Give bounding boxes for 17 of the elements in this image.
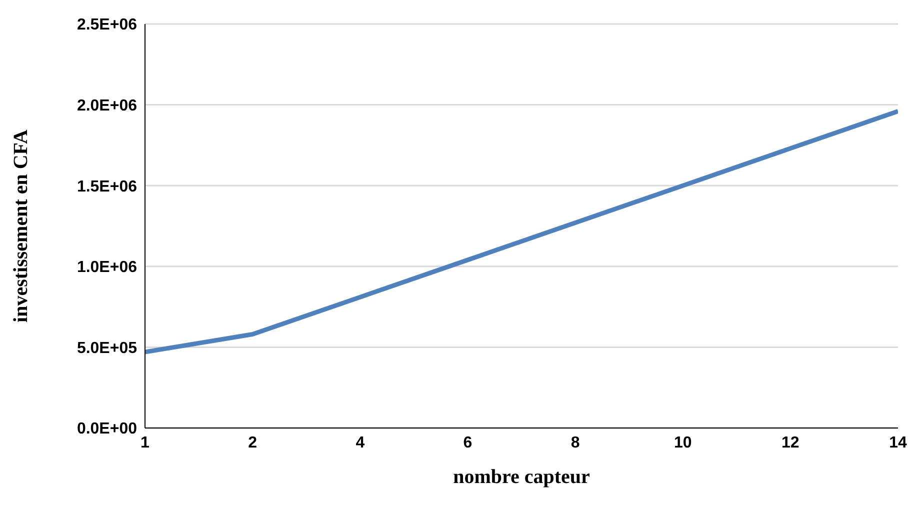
y-tick-label: 1.5E+06	[76, 178, 138, 196]
x-tick-label: 4	[356, 434, 365, 452]
x-tick-label: 6	[463, 434, 472, 452]
y-tick-label: 2.0E+06	[76, 97, 138, 114]
x-axis-title: nombre capteur	[453, 466, 590, 488]
x-tick-label: 12	[782, 434, 800, 452]
y-axis-title: investissement en CFA	[10, 128, 32, 322]
x-tick-label: 8	[570, 434, 580, 452]
x-tick-label: 2	[248, 434, 258, 452]
y-tick-label: 1.0E+06	[76, 259, 138, 276]
x-tick-label: 14	[889, 434, 907, 452]
y-tick-label: 0.0E+00	[76, 420, 138, 438]
x-tick-label: 10	[674, 434, 692, 452]
y-tick-label: 5.0E+05	[76, 340, 138, 357]
x-tick-label: 1	[140, 434, 150, 452]
y-tick-label: 2.5E+06	[76, 16, 138, 34]
line-series	[145, 109, 898, 354]
